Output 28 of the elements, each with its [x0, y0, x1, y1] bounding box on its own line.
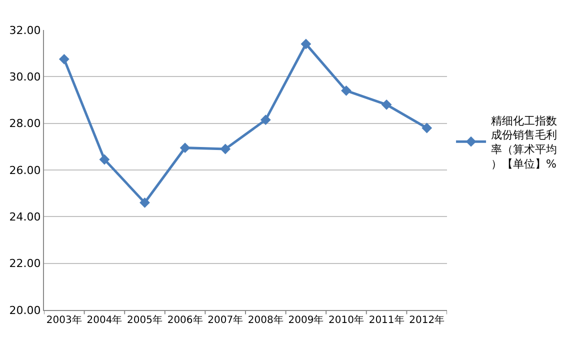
point	[58, 54, 70, 64]
x-tick-label: 2003年	[46, 314, 82, 326]
point	[180, 142, 190, 154]
y-tick-label: 22.00	[9, 257, 41, 270]
y-tick-label: 26.00	[9, 164, 41, 177]
point	[300, 38, 312, 50]
x-tick-label: 2012年	[409, 314, 445, 326]
point	[422, 122, 432, 134]
point	[220, 144, 231, 154]
x-tick-label: 2007年	[208, 314, 244, 326]
point	[99, 154, 110, 165]
x-tick-label: 2004年	[86, 314, 122, 326]
point	[260, 114, 271, 126]
x-tick-label: 2009年	[288, 314, 324, 326]
x-tick-label: 2010年	[328, 314, 364, 326]
x-tick-label: 2008年	[248, 314, 284, 326]
x-tick-label: 2011年	[368, 314, 404, 326]
y-tick-label: 32.00	[9, 24, 41, 37]
x-tick-label: 2006年	[167, 314, 203, 326]
y-tick-label: 30.00	[9, 70, 41, 84]
y-tick-label: 24.00	[9, 210, 41, 224]
legend-label: 精细化工指数成份销售毛利率（算术平均）【单位】%	[491, 114, 558, 170]
point	[140, 197, 150, 208]
y-tick-label: 28.00	[9, 117, 41, 130]
y-tick-label: 20.00	[9, 304, 41, 317]
x-tick-label: 2005年	[127, 314, 162, 326]
point	[341, 85, 352, 96]
point	[381, 99, 392, 110]
